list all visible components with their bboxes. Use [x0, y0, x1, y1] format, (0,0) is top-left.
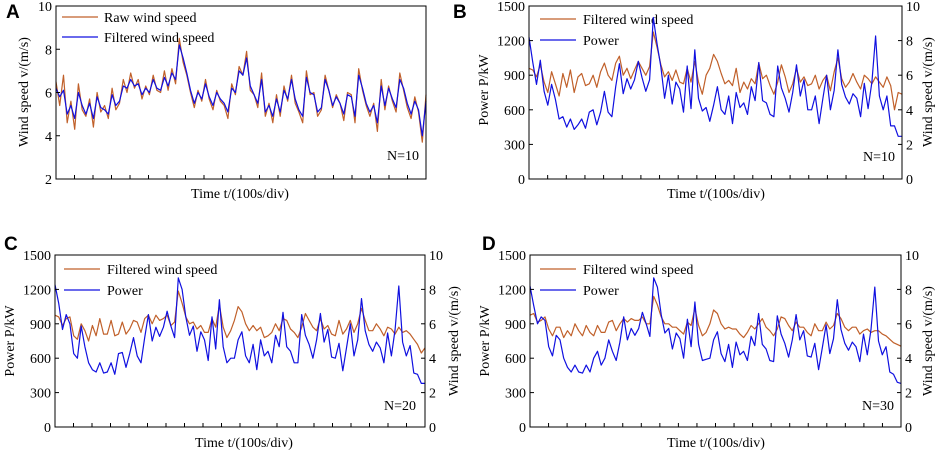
legend-label-filtered: Filtered wind speed [104, 31, 214, 46]
panel-label-a: A [6, 2, 20, 23]
y-tick-label-right: 8 [906, 35, 913, 50]
series-line-filtered-wind-speed [529, 295, 902, 347]
y-axis-label-right: Wind speed v/(m/s) [447, 286, 462, 396]
y-tick-label-right: 4 [906, 104, 913, 119]
y-tick-label-right: 10 [429, 249, 443, 264]
plot-frame [529, 254, 902, 428]
y-tick-label-left: 1200 [497, 35, 525, 50]
series-line-filtered-wind-speed [55, 44, 427, 137]
y-tick-label-right: 8 [429, 283, 436, 298]
legend-label-filtered: Filtered wind speed [583, 13, 693, 28]
y-tick-label-left: 4 [45, 130, 52, 145]
y-tick-label-right: 2 [906, 138, 913, 153]
y-tick-label-right: 0 [906, 173, 913, 188]
series-line-filtered-wind-speed [54, 290, 426, 354]
y-tick-label-right: 2 [429, 387, 436, 402]
y-tick-label-left: 10 [38, 0, 52, 15]
annotation-n: N=10 [387, 149, 419, 164]
series-line-power [529, 277, 902, 384]
y-tick-label-left: 0 [518, 173, 525, 188]
y-tick-label-left: 1200 [498, 283, 526, 298]
x-axis-label: Time t/(100s/div) [191, 187, 289, 202]
y-tick-label-left: 1500 [23, 249, 51, 264]
y-tick-label-left: 1200 [23, 283, 51, 298]
y-axis-label-left: Wind speed v/(m/s) [17, 37, 32, 147]
plot-frame [528, 5, 903, 180]
panel-a: A Wind speed v/(m/s) Time t/(100s/div) N… [6, 0, 427, 202]
x-axis-label: Time t/(100s/div) [195, 436, 293, 451]
series-line-raw-wind-speed [55, 37, 427, 143]
y-tick-label-left: 300 [504, 138, 525, 153]
y-tick-label-left: 300 [30, 387, 51, 402]
x-axis-label: Time t/(100s/div) [667, 187, 765, 202]
y-axis-label-left: Power P/kW [3, 305, 18, 377]
y-axis-label-right: Wind speed v/(m/s) [921, 286, 936, 396]
y-tick-label-left: 2 [45, 173, 52, 188]
y-tick-label-left: 0 [44, 421, 51, 436]
y-tick-label-right: 10 [906, 0, 920, 15]
legend-label-power: Power [583, 34, 619, 49]
y-tick-label-left: 600 [30, 352, 51, 367]
legend: Raw wind speed Filtered wind speed [62, 11, 214, 46]
annotation-n: N=30 [862, 399, 894, 414]
y-tick-label-right: 2 [905, 387, 912, 402]
panel-c: C Power P/kW Wind speed v/(m/s) Time t/(… [3, 234, 462, 451]
y-tick-label-left: 600 [504, 104, 525, 119]
legend: Filtered wind speed Power [64, 263, 217, 299]
y-tick-label-left: 300 [505, 387, 526, 402]
x-axis-label: Time t/(100s/div) [667, 436, 765, 451]
annotation-n: N=20 [384, 399, 416, 414]
y-tick-label-left: 0 [519, 421, 526, 436]
panel-b: B Power P/kW Wind speed v/(m/s) Time t/(… [453, 0, 936, 202]
y-axis-label-left: Power P/kW [477, 54, 492, 126]
y-tick-label-left: 1500 [498, 249, 526, 264]
y-tick-label-right: 6 [906, 69, 913, 84]
series-line-power [54, 277, 425, 384]
y-tick-label-right: 10 [905, 249, 919, 264]
y-tick-label-left: 600 [505, 352, 526, 367]
y-tick-label-right: 4 [429, 352, 436, 367]
y-tick-label-left: 900 [504, 69, 525, 84]
y-axis-label-right: Wind speed v/(m/s) [921, 37, 936, 147]
y-tick-label-right: 6 [429, 318, 436, 333]
legend: Filtered wind speed Power [540, 263, 693, 299]
plot-frame [54, 254, 426, 428]
y-tick-label-left: 900 [30, 318, 51, 333]
y-tick-label-left: 6 [45, 87, 52, 102]
y-tick-label-right: 0 [429, 421, 436, 436]
panel-label-b: B [453, 2, 467, 23]
legend-label-filtered: Filtered wind speed [107, 263, 217, 278]
series-line-power [528, 16, 902, 137]
y-tick-label-right: 4 [905, 352, 912, 367]
legend-label-power: Power [583, 284, 619, 299]
y-tick-label-right: 8 [905, 283, 912, 298]
y-tick-label-left: 1500 [497, 0, 525, 15]
y-tick-label-right: 0 [905, 421, 912, 436]
panel-label-d: D [482, 234, 496, 255]
y-tick-label-right: 6 [905, 318, 912, 333]
y-tick-label-left: 900 [505, 318, 526, 333]
y-tick-label-left: 8 [45, 43, 52, 58]
legend-label-filtered: Filtered wind speed [583, 263, 693, 278]
legend: Filtered wind speed Power [540, 13, 693, 49]
y-axis-label-left: Power P/kW [478, 305, 493, 377]
annotation-n: N=10 [863, 150, 895, 165]
panel-d: D Power P/kW Wind speed v/(m/s) Time t/(… [478, 234, 936, 451]
legend-label-raw: Raw wind speed [104, 11, 197, 26]
panel-label-c: C [4, 234, 18, 255]
legend-label-power: Power [107, 284, 143, 299]
